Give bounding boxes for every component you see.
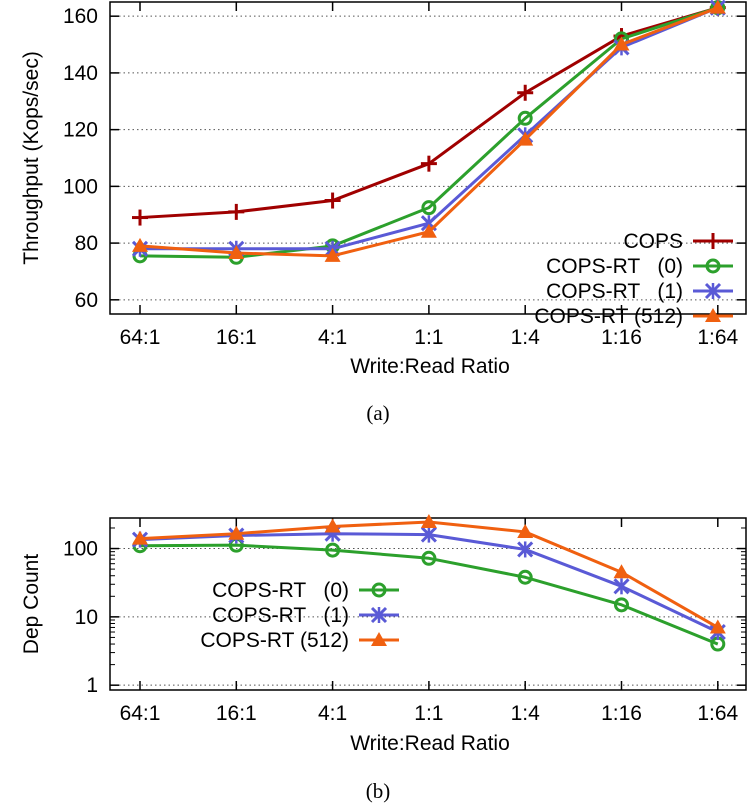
x-tick-label-64-1: 64:1 — [120, 702, 161, 725]
caption-a: (a) — [366, 401, 389, 425]
legend-marker — [704, 282, 722, 300]
point-cops-1 — [228, 203, 245, 220]
series-cops-rt-0 — [132, 537, 726, 652]
point-cops-rt-512-6 — [709, 619, 726, 634]
x-tick-label-4-1: 4:1 — [318, 702, 347, 725]
x-ticks-a: 64:1 16:1 4:1 1:1 1:4 1:16 1:64 — [120, 2, 739, 349]
y-tick-label-100: 100 — [63, 538, 98, 561]
x-axis-label-a: Write:Read Ratio — [350, 355, 510, 378]
x-tick-label-1-16: 1:16 — [601, 326, 642, 349]
x-tick-label-1-64: 1:64 — [697, 702, 738, 725]
plot-frame-b — [109, 517, 747, 691]
point-cops-4 — [517, 84, 534, 101]
legend-marker — [705, 233, 721, 249]
legend-entry-cops-rt-1: COPS-RT (1) — [212, 604, 399, 627]
dependency-count-chart: 1 10 100 64:1 16:1 4:1 1:1 1:4 1:16 1:64 COPS-RT… — [20, 513, 747, 803]
series-b — [131, 513, 726, 652]
legend-label: COPS-RT (1) — [546, 280, 683, 303]
throughput-chart: 60 80 100 120 140 160 64:1 16:1 4:1 1:1 1:4 1:16 1:… — [20, 0, 747, 425]
point-cops-rt-1-4 — [517, 541, 534, 558]
point-cops-rt-512-1 — [228, 525, 245, 540]
y-tick-label-140: 140 — [63, 62, 98, 85]
y-tick-label-10: 10 — [75, 606, 98, 629]
legend-marker — [371, 582, 387, 598]
point-cops-rt-512-4 — [517, 523, 534, 538]
point-cops-rt-512-3 — [420, 513, 437, 528]
point-cops-rt-0-3 — [421, 550, 437, 566]
point-cops-rt-512-0 — [132, 530, 148, 545]
y-tick-label-120: 120 — [63, 119, 98, 142]
point-cops-3 — [420, 155, 437, 172]
y-tick-label-60: 60 — [75, 289, 98, 312]
point-cops-rt-512-0 — [132, 237, 148, 252]
legend-label: COPS-RT (0) — [212, 579, 349, 602]
point-cops-rt-512-2 — [324, 247, 341, 262]
y-ticks-a: 60 80 100 120 140 160 — [63, 5, 746, 312]
point-cops-rt-512-2 — [324, 518, 341, 533]
legend-marker — [370, 606, 388, 624]
point-cops-rt-0-5 — [614, 597, 629, 613]
y-axis-label-a: Throughput (Kops/sec) — [20, 51, 43, 265]
x-tick-label-1-64: 1:64 — [697, 326, 738, 349]
point-cops-rt-0-4 — [517, 569, 533, 585]
x-tick-label-16-1: 16:1 — [216, 702, 257, 725]
series-cops-rt-512 — [132, 0, 726, 262]
caption-b: (b) — [366, 779, 391, 803]
legend-label: COPS-RT (512) — [200, 629, 349, 652]
x-tick-label-1-1: 1:1 — [414, 326, 443, 349]
series-cops-rt-512 — [132, 513, 726, 634]
legend-marker — [371, 632, 387, 646]
y-tick-label-160: 160 — [63, 5, 98, 28]
legend-entry-cops: COPS — [623, 230, 733, 253]
y-axis-label-b: Dep Count — [20, 554, 43, 655]
x-ticks-b: 64:1 16:1 4:1 1:1 1:4 1:16 1:64 — [120, 518, 739, 725]
legend-entry-cops-rt-1: COPS-RT (1) — [546, 280, 733, 303]
point-cops-rt-512-6 — [709, 0, 726, 14]
point-cops-rt-512-1 — [228, 245, 245, 260]
series-line-cops — [139, 6, 719, 220]
legend-entry-cops-rt-512: COPS-RT (512) — [534, 305, 733, 328]
point-cops-rt-512-5 — [613, 36, 630, 51]
x-tick-label-64-1: 64:1 — [120, 326, 161, 349]
y-tick-label-80: 80 — [75, 232, 98, 255]
point-cops-rt-0-2 — [325, 542, 341, 558]
series-line-cops-rt-0 — [139, 543, 719, 646]
point-cops-2 — [324, 192, 341, 209]
point-cops-rt-512-3 — [420, 223, 437, 238]
x-axis-label-b: Write:Read Ratio — [350, 732, 510, 755]
legend-b: COPS-RT (0)COPS-RT (1)COPS-RT (512) — [200, 579, 399, 652]
point-cops-rt-1-5 — [613, 578, 630, 595]
legend-entry-cops-rt-512: COPS-RT (512) — [200, 629, 399, 652]
point-cops-rt-512-5 — [613, 564, 630, 579]
legend-label: COPS-RT (1) — [212, 604, 349, 627]
point-cops-rt-1-3 — [420, 526, 437, 543]
y-tick-label-100: 100 — [63, 175, 98, 198]
x-tick-label-4-1: 4:1 — [318, 326, 347, 349]
legend-entry-cops-rt-0: COPS-RT (0) — [212, 579, 399, 602]
legend-marker — [705, 308, 721, 322]
y-tick-label-1: 1 — [86, 674, 98, 697]
point-cops-0 — [132, 209, 148, 226]
x-tick-label-1-1: 1:1 — [414, 702, 443, 725]
series-a — [131, 0, 726, 265]
point-cops-rt-0-4 — [517, 110, 533, 126]
x-tick-label-16-1: 16:1 — [216, 326, 257, 349]
x-tick-label-1-16: 1:16 — [601, 702, 642, 725]
legend-entry-cops-rt-0: COPS-RT (0) — [546, 255, 733, 278]
legend-label: COPS — [623, 230, 683, 253]
legend-label: COPS-RT (0) — [546, 255, 683, 278]
x-tick-label-1-4: 1:4 — [511, 326, 541, 349]
y-ticks-b: 1 10 100 — [63, 527, 746, 697]
legend-label: COPS-RT (512) — [534, 305, 683, 328]
point-cops-rt-512-4 — [517, 131, 534, 146]
legend-marker — [705, 258, 721, 274]
plot-frame-a — [109, 1, 747, 315]
point-cops-rt-0-3 — [421, 200, 437, 216]
x-tick-label-1-4: 1:4 — [511, 702, 541, 725]
